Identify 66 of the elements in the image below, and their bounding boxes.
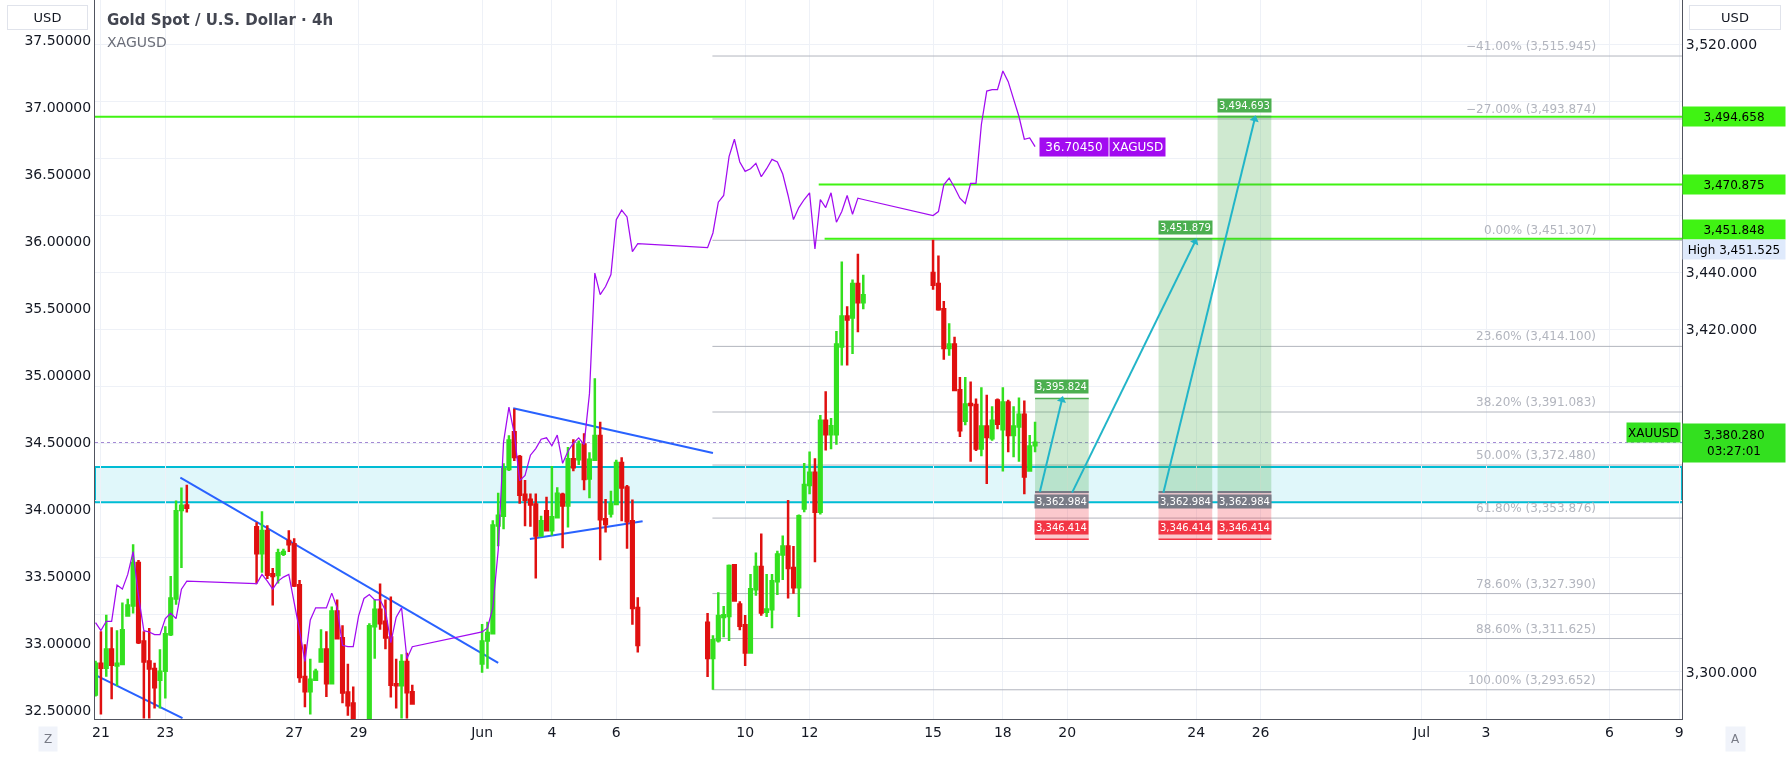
x-tick-label: 27: [285, 723, 304, 740]
series-label: 50.00% (3,372.480): [1476, 448, 1597, 462]
y2-tick-label: 37.50000: [24, 32, 92, 49]
text: USD: [1721, 10, 1749, 25]
x-tick-label: 10: [736, 723, 755, 740]
annotation: 3,362.984: [1160, 496, 1211, 507]
series-label: −27.00% (3,493.874): [1466, 102, 1597, 116]
series-label: 0.00% (3,451.307): [1484, 223, 1597, 237]
text: USD: [33, 10, 62, 25]
y2-tick-label: 37.00000: [24, 99, 92, 116]
x-tick-label: 18: [993, 723, 1012, 740]
x-tick-label: 21: [92, 723, 110, 740]
y-tick-label: 3,420.000: [1685, 321, 1758, 338]
x-tick-label: Jul: [1412, 723, 1431, 740]
x-tick-label: 20: [1058, 723, 1077, 740]
annotation: High 3,451.525: [1687, 242, 1781, 257]
x-tick-label: 26: [1251, 723, 1270, 740]
annotation: 3,346.414: [1219, 522, 1270, 533]
series-label: 38.20% (3,391.083): [1476, 395, 1597, 409]
text: A: [1731, 732, 1740, 746]
annotation: 3,362.984: [1219, 496, 1270, 507]
y2-tick-label: 34.00000: [24, 500, 92, 517]
text: Gold Spot / U.S. Dollar · 4h: [107, 11, 334, 29]
x-tick-label: 24: [1187, 723, 1206, 740]
data-label: 3,494.658: [1703, 109, 1765, 124]
y-tick-label: 3,300.000: [1685, 663, 1758, 680]
x-tick-label: 23: [156, 723, 175, 740]
y2-tick-label: 33.50000: [24, 567, 92, 584]
data-label: 3,470.875: [1703, 177, 1765, 192]
x-tick-label: 6: [1605, 723, 1615, 740]
data-label: 36.70450: [1045, 140, 1103, 154]
data-label: 3,451.848: [1703, 222, 1765, 237]
y2-tick-label: 32.50000: [24, 701, 92, 718]
text: Z: [44, 732, 53, 746]
x-tick-label: 9: [1674, 723, 1684, 740]
annotation: 3,362.984: [1036, 496, 1087, 507]
series-label: 88.60% (3,311.625): [1476, 622, 1597, 636]
x-tick-label: 4: [547, 723, 557, 740]
x-tick-label: 3: [1481, 723, 1491, 740]
y2-tick-label: 34.50000: [24, 433, 92, 450]
y2-tick-label: 36.00000: [24, 232, 92, 249]
y2-tick-label: 35.00000: [24, 366, 92, 383]
series-label: 78.60% (3,327.390): [1476, 577, 1597, 591]
text: XAUUSD: [1628, 425, 1679, 440]
annotation: 3,494.693: [1219, 100, 1270, 111]
y2-tick-label: 35.50000: [24, 299, 92, 316]
series-label: −41.00% (3,515.945): [1466, 39, 1597, 53]
y-tick-label: 3,520.000: [1685, 36, 1758, 53]
ref-line-label: 3,380.280 03:27:01: [1703, 428, 1765, 458]
x-tick-label: 29: [349, 723, 368, 740]
annotation: 3,395.824: [1036, 381, 1087, 392]
x-tick-label: 15: [924, 723, 942, 740]
x-tick-label: 6: [611, 723, 621, 740]
y-tick-label: 3,440.000: [1685, 264, 1758, 281]
annotation: 3,346.414: [1036, 522, 1087, 533]
text: XAGUSD: [1112, 140, 1164, 154]
series-label: 61.80% (3,353.876): [1476, 501, 1597, 515]
annotation: 3,346.414: [1160, 522, 1211, 533]
y2-tick-label: 36.50000: [24, 165, 92, 182]
text: XAGUSD: [107, 34, 167, 50]
series-label: 23.60% (3,414.100): [1476, 329, 1597, 343]
series-label: 100.00% (3,293.652): [1468, 673, 1596, 687]
x-tick-label: 12: [800, 723, 819, 740]
x-tick-label: Jun: [470, 723, 494, 740]
annotation: 3,451.879: [1160, 222, 1211, 233]
y2-tick-label: 33.00000: [24, 634, 92, 651]
